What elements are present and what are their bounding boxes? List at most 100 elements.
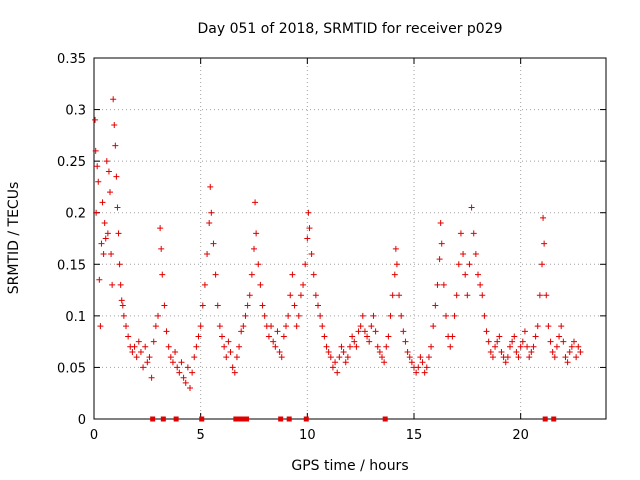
data-point: [265, 333, 272, 340]
data-point: [338, 343, 345, 350]
data-point: [207, 183, 214, 190]
data-point: [398, 312, 405, 319]
data-point: [551, 354, 558, 361]
data-point: [553, 343, 560, 350]
data-point: [165, 343, 172, 350]
data-point: [293, 323, 300, 330]
data-point: [577, 348, 584, 355]
data-point: [310, 271, 317, 278]
zero-marker: [382, 416, 388, 422]
data-point: [137, 348, 144, 355]
data-point: [295, 312, 302, 319]
y-tick-label: 0.3: [65, 104, 86, 119]
data-point: [253, 230, 260, 237]
data-point: [361, 328, 368, 335]
data-point: [492, 343, 499, 350]
axis-ticks: 0 0.05 0.1 0.15 0.2 0.25 0.3 0.35 0 5 10 15 20: [57, 52, 606, 443]
data-point: [419, 359, 426, 366]
data-point: [539, 261, 545, 268]
data-point: [276, 348, 283, 355]
data-point: [109, 281, 116, 288]
data-point: [528, 348, 535, 355]
data-point: [477, 281, 484, 288]
data-point: [517, 343, 524, 350]
data-point: [549, 348, 556, 355]
data-point: [498, 348, 505, 355]
data-point: [368, 323, 375, 330]
data-point: [511, 333, 518, 340]
data-point: [107, 189, 113, 196]
data-point: [195, 333, 202, 340]
data-point: [404, 348, 411, 355]
x-tick-label: 0: [90, 428, 98, 443]
data-point: [157, 225, 164, 232]
x-tick-label: 10: [299, 428, 316, 443]
data-point: [297, 292, 304, 299]
data-point: [114, 204, 121, 211]
data-point: [163, 328, 170, 335]
data-point: [155, 312, 161, 319]
data-point: [199, 302, 206, 309]
data-point: [502, 359, 509, 366]
x-axis-label: GPS time / hours: [291, 458, 408, 474]
data-point: [417, 354, 424, 361]
data-point: [534, 323, 541, 330]
data-point: [496, 333, 503, 340]
data-point: [334, 369, 341, 376]
data-point: [449, 333, 456, 340]
data-point: [462, 271, 469, 278]
data-point: [208, 209, 215, 216]
data-point: [421, 369, 428, 376]
data-point: [487, 348, 494, 355]
data-point: [372, 328, 379, 335]
data-point: [481, 312, 488, 319]
data-point: [391, 271, 398, 278]
data-point: [108, 250, 115, 257]
data-point: [94, 163, 101, 170]
data-point: [182, 379, 189, 386]
data-point: [560, 338, 567, 345]
data-point: [305, 209, 312, 216]
data-point: [219, 333, 225, 340]
data-point: [319, 323, 326, 330]
data-point: [236, 343, 243, 350]
data-point: [344, 354, 351, 361]
data-point: [423, 364, 430, 371]
data-point: [321, 333, 328, 340]
data-point: [129, 348, 136, 355]
data-point: [447, 343, 454, 350]
data-point: [92, 116, 99, 123]
data-point: [366, 338, 373, 345]
data-point: [103, 158, 110, 165]
zero-marker: [542, 416, 548, 422]
data-point: [112, 142, 119, 149]
data-point: [169, 359, 176, 366]
y-tick-label: 0.25: [57, 155, 86, 170]
data-point: [355, 328, 362, 335]
data-point: [374, 343, 381, 350]
data-point: [530, 343, 537, 350]
zero-marker: [286, 416, 292, 422]
data-point: [158, 245, 165, 252]
data-point: [227, 348, 234, 355]
data-point: [379, 354, 385, 361]
data-point: [524, 343, 531, 350]
data-point: [248, 271, 255, 278]
data-point: [470, 230, 477, 237]
data-point: [231, 369, 238, 376]
data-point: [214, 302, 221, 309]
data-point: [509, 338, 516, 345]
data-point: [317, 312, 324, 319]
data-point: [573, 354, 580, 361]
data-point: [180, 374, 187, 381]
data-point: [95, 178, 102, 185]
data-point: [131, 343, 138, 350]
data-point: [176, 369, 183, 376]
data-point: [468, 204, 475, 211]
data-point: [99, 199, 106, 206]
data-point: [268, 323, 275, 330]
data-point: [547, 338, 554, 345]
data-point: [325, 348, 332, 355]
data-point: [453, 292, 460, 299]
